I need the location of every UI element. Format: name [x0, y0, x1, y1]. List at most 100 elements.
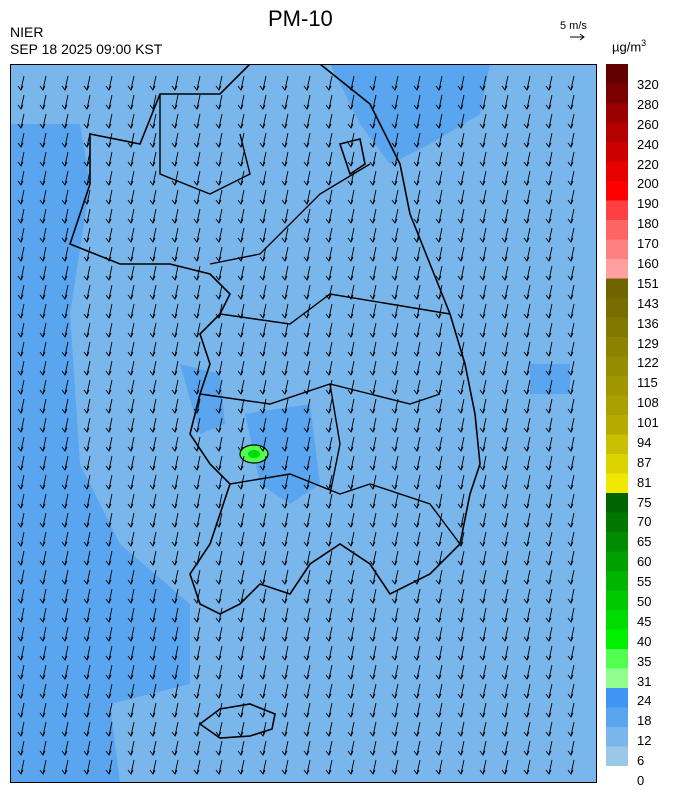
wind-arrow: [369, 360, 377, 376]
wind-arrow: [127, 170, 135, 186]
wind-arrow: [61, 379, 69, 395]
wind-arrow: [545, 341, 553, 357]
wind-arrow: [193, 569, 201, 585]
legend-tick-320: 320: [637, 77, 659, 92]
wind-arrow: [545, 740, 553, 756]
wind-arrow: [149, 151, 157, 167]
wind-arrow: [523, 417, 531, 433]
legend-color-5: [606, 161, 628, 182]
wind-arrow: [149, 417, 157, 433]
wind-arrow: [479, 170, 487, 186]
wind-arrow: [237, 512, 245, 528]
wind-arrow: [127, 151, 135, 167]
wind-arrow: [281, 569, 289, 585]
wind-arrow: [61, 265, 69, 281]
wind-arrow: [61, 113, 69, 129]
wind-arrow: [193, 265, 201, 281]
wind-arrow: [303, 398, 311, 414]
wind-arrow: [193, 94, 201, 110]
wind-arrow: [127, 455, 135, 471]
wind-arrow: [435, 75, 443, 91]
wind-arrow: [369, 721, 377, 737]
wind-arrow: [567, 360, 575, 376]
legend-color-28: [606, 610, 628, 630]
wind-arrow: [325, 265, 333, 281]
wind-arrow: [391, 721, 399, 737]
legend-color-29: [606, 629, 628, 650]
wind-arrow: [259, 322, 267, 338]
wind-arrow: [105, 531, 113, 547]
wind-arrow: [127, 664, 135, 680]
wind-arrow: [347, 189, 355, 205]
wind-arrow: [391, 360, 399, 376]
wind-arrow: [303, 740, 311, 756]
wind-arrow: [149, 75, 157, 91]
wind-arrow: [127, 113, 135, 129]
wind-arrow: [215, 341, 223, 357]
wind-arrow: [259, 683, 267, 699]
border-gangwon: [209, 163, 371, 265]
wind-arrow: [127, 740, 135, 756]
wind-arrow: [83, 607, 91, 623]
wind-arrow: [457, 721, 465, 737]
wind-arrow: [303, 702, 311, 718]
wind-arrow: [523, 360, 531, 376]
wind-arrow: [435, 208, 443, 224]
wind-arrow: [545, 683, 553, 699]
wind-arrow: [303, 588, 311, 604]
wind-arrow: [567, 246, 575, 262]
wind-arrow: [457, 94, 465, 110]
wind-arrow: [61, 531, 69, 547]
wind-arrow: [501, 417, 509, 433]
wind-arrow: [193, 322, 201, 338]
wind-arrow: [413, 664, 421, 680]
wind-arrow: [545, 132, 553, 148]
wind-arrow: [39, 664, 47, 680]
wind-arrow: [149, 303, 157, 319]
wind-arrow: [501, 436, 509, 452]
wind-arrow: [567, 740, 575, 756]
wind-arrow: [237, 702, 245, 718]
wind-arrow: [413, 360, 421, 376]
wind-arrow: [457, 550, 465, 566]
wind-arrow: [369, 664, 377, 680]
legend-tick-24: 24: [637, 693, 652, 709]
wind-arrow: [149, 284, 157, 300]
wind-arrow: [61, 759, 69, 775]
wind-arrow: [325, 113, 333, 129]
wind-arrow: [523, 94, 531, 110]
wind-arrow: [369, 588, 377, 604]
wind-arrow: [435, 759, 443, 775]
wind-arrow: [479, 683, 487, 699]
legend-tick-108: 108: [637, 395, 659, 411]
wind-arrow: [259, 645, 267, 661]
wind-arrow: [127, 702, 135, 718]
wind-arrow: [523, 759, 531, 775]
legend-color-8: [606, 220, 628, 240]
wind-arrow: [215, 493, 223, 509]
wind-arrow: [435, 531, 443, 547]
wind-arrow: [391, 151, 399, 167]
wind-arrow: [303, 721, 311, 737]
wind-arrow: [567, 322, 575, 338]
legend-color-20: [606, 454, 628, 474]
wind-arrow: [303, 360, 311, 376]
wind-arrow: [17, 531, 25, 547]
wind-arrow: [237, 607, 245, 623]
wind-arrow: [61, 683, 69, 699]
wind-arrow: [457, 208, 465, 224]
wind-arrow: [259, 303, 267, 319]
wind-arrow: [457, 683, 465, 699]
wind-arrow: [303, 569, 311, 585]
wind-arrow: [171, 607, 179, 623]
wind-arrow: [303, 664, 311, 680]
wind-arrow: [479, 94, 487, 110]
wind-arrow: [127, 721, 135, 737]
wind-arrow: [545, 588, 553, 604]
wind-arrow: [237, 227, 245, 243]
wind-arrow: [105, 626, 113, 642]
wind-arrow: [237, 132, 245, 148]
wind-arrow: [39, 303, 47, 319]
wind-arrow: [567, 512, 575, 528]
wind-arrow: [347, 322, 355, 338]
